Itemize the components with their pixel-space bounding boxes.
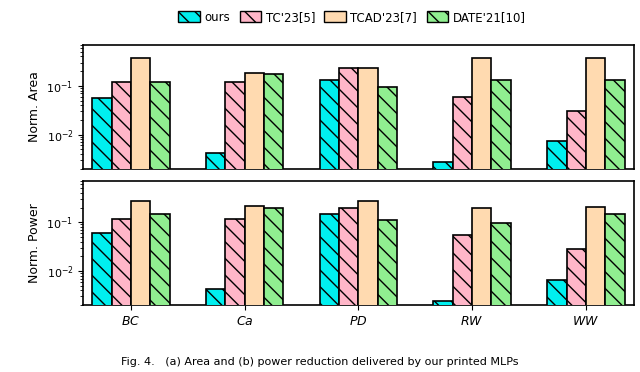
Y-axis label: Norm. Power: Norm. Power (28, 203, 41, 283)
Bar (492, 80, 511, 372)
Bar (566, 111, 586, 372)
Bar (358, 201, 378, 372)
Bar (131, 58, 150, 372)
Bar (92, 99, 111, 372)
Bar (320, 214, 339, 372)
Bar (206, 289, 225, 372)
Bar (378, 87, 397, 372)
Bar (433, 301, 452, 372)
Bar (264, 74, 284, 372)
Bar (92, 233, 111, 372)
Bar (547, 280, 566, 372)
Bar (433, 161, 452, 372)
Bar (492, 223, 511, 372)
Bar (586, 58, 605, 372)
Bar (225, 219, 244, 372)
Text: Fig. 4.   (a) Area and (b) power reduction delivered by our printed MLPs: Fig. 4. (a) Area and (b) power reduction… (121, 356, 519, 366)
Bar (206, 153, 225, 372)
Bar (111, 82, 131, 372)
Bar (605, 80, 625, 372)
Bar (605, 214, 625, 372)
Bar (452, 97, 472, 372)
Bar (566, 249, 586, 372)
Bar (339, 68, 358, 372)
Bar (225, 82, 244, 372)
Bar (358, 68, 378, 372)
Bar (150, 214, 170, 372)
Bar (320, 80, 339, 372)
Bar (111, 219, 131, 372)
Bar (264, 208, 284, 372)
Bar (586, 206, 605, 372)
Bar (472, 208, 492, 372)
Bar (547, 141, 566, 372)
Bar (244, 73, 264, 372)
Bar (452, 235, 472, 372)
Bar (472, 58, 492, 372)
Y-axis label: Norm. Area: Norm. Area (28, 71, 41, 142)
Bar (339, 208, 358, 372)
Bar (131, 201, 150, 372)
Bar (378, 220, 397, 372)
Bar (244, 206, 264, 372)
Legend: ours, TC'23[5], TCAD'23[7], DATE'21[10]: ours, TC'23[5], TCAD'23[7], DATE'21[10] (173, 6, 531, 28)
Bar (150, 82, 170, 372)
